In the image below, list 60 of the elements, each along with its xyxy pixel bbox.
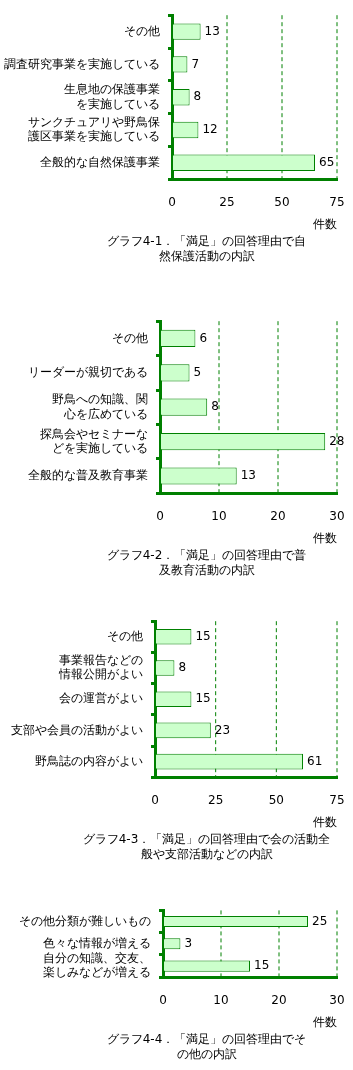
data-label: 15	[195, 628, 211, 643]
y-tick-label: 事業報告などの情報公開がよい	[58, 652, 143, 682]
x-axis-title: 件数	[313, 1014, 337, 1029]
x-tick-label: 50	[274, 194, 290, 209]
y-tick-label: 野鳥誌の内容がよい	[35, 753, 143, 768]
x-tick-label: 0	[168, 194, 176, 209]
data-label: 6	[199, 330, 208, 345]
x-axis-title: 件数	[313, 530, 337, 545]
y-tick-label: 全般的な普及教育事業	[28, 468, 148, 483]
x-tick-label: 50	[268, 792, 284, 807]
x-tick-label: 25	[208, 792, 224, 807]
text: グラフ4-3．「満足」の回答理由で会の活動全般や支部活動などの内訳	[81, 832, 332, 862]
data-label: 15	[195, 691, 211, 706]
x-tick-label: 20	[270, 508, 286, 523]
x-tick-label: 20	[271, 992, 287, 1007]
x-tick-label: 10	[213, 992, 229, 1007]
data-label: 7	[191, 56, 200, 71]
data-label: 8	[211, 399, 219, 414]
data-label: 8	[193, 89, 202, 104]
data-label: 65	[319, 154, 335, 169]
text: グラフ4-2．「満足」の回答理由で普及教育活動の内訳	[105, 548, 308, 578]
y-tick-label: 生息地の保護事業を実施している	[64, 82, 160, 111]
text: グラフ4-1．「満足」の回答理由で自然保護活動の内訳	[105, 234, 308, 264]
data-label: 5	[193, 364, 202, 379]
data-label: 13	[204, 23, 220, 38]
x-tick-label: 75	[329, 792, 345, 807]
data-label: 23	[214, 722, 231, 737]
y-tick-label: 野鳥への知識、関心を広めている	[52, 392, 148, 421]
x-tick-label: 0	[151, 792, 159, 807]
x-tick-label: 30	[329, 992, 345, 1007]
x-tick-label: 10	[211, 508, 227, 523]
x-tick-label: 30	[329, 508, 345, 523]
data-label: 13	[240, 468, 256, 483]
y-tick-label: 会の運営がよい	[59, 691, 143, 706]
x-tick-label: 75	[329, 194, 345, 209]
text: グラフ4-4．「満足」の回答理由でその他の内訳	[105, 1032, 308, 1062]
data-label: 3	[184, 935, 193, 950]
y-tick-label: その他	[107, 628, 143, 643]
y-tick-label: リーダーが親切である	[28, 364, 148, 379]
y-tick-label: 自分の知識、交友、楽しみなどが増える	[43, 950, 151, 980]
x-tick-label: 0	[156, 508, 164, 523]
data-label: 12	[202, 122, 218, 137]
x-axis-title: 件数	[313, 216, 337, 231]
y-tick-label: 支部や会員の活動がよい	[11, 722, 143, 737]
data-label: 15	[254, 958, 270, 973]
data-label: 61	[307, 753, 323, 768]
data-label: 25	[312, 913, 328, 928]
y-tick-label: サンクチュアリや野鳥保護区事業を実施している	[28, 114, 160, 144]
data-label: 28	[329, 433, 345, 448]
x-axis-title: 件数	[313, 814, 337, 829]
y-tick-label: 探鳥会やセミナーなどを実施している	[40, 426, 148, 455]
y-tick-label: 全般的な自然保護事業	[40, 154, 160, 169]
y-tick-label: その他	[124, 23, 160, 38]
y-tick-label: その他	[112, 330, 148, 345]
x-tick-label: 0	[159, 992, 167, 1007]
y-tick-label: 色々な情報が増える	[43, 935, 151, 950]
y-tick-label: その他分類が難しいもの	[19, 913, 151, 928]
data-label: 8	[178, 660, 187, 675]
x-tick-label: 25	[219, 194, 235, 209]
y-tick-label: 調査研究事業を実施している	[4, 56, 160, 71]
